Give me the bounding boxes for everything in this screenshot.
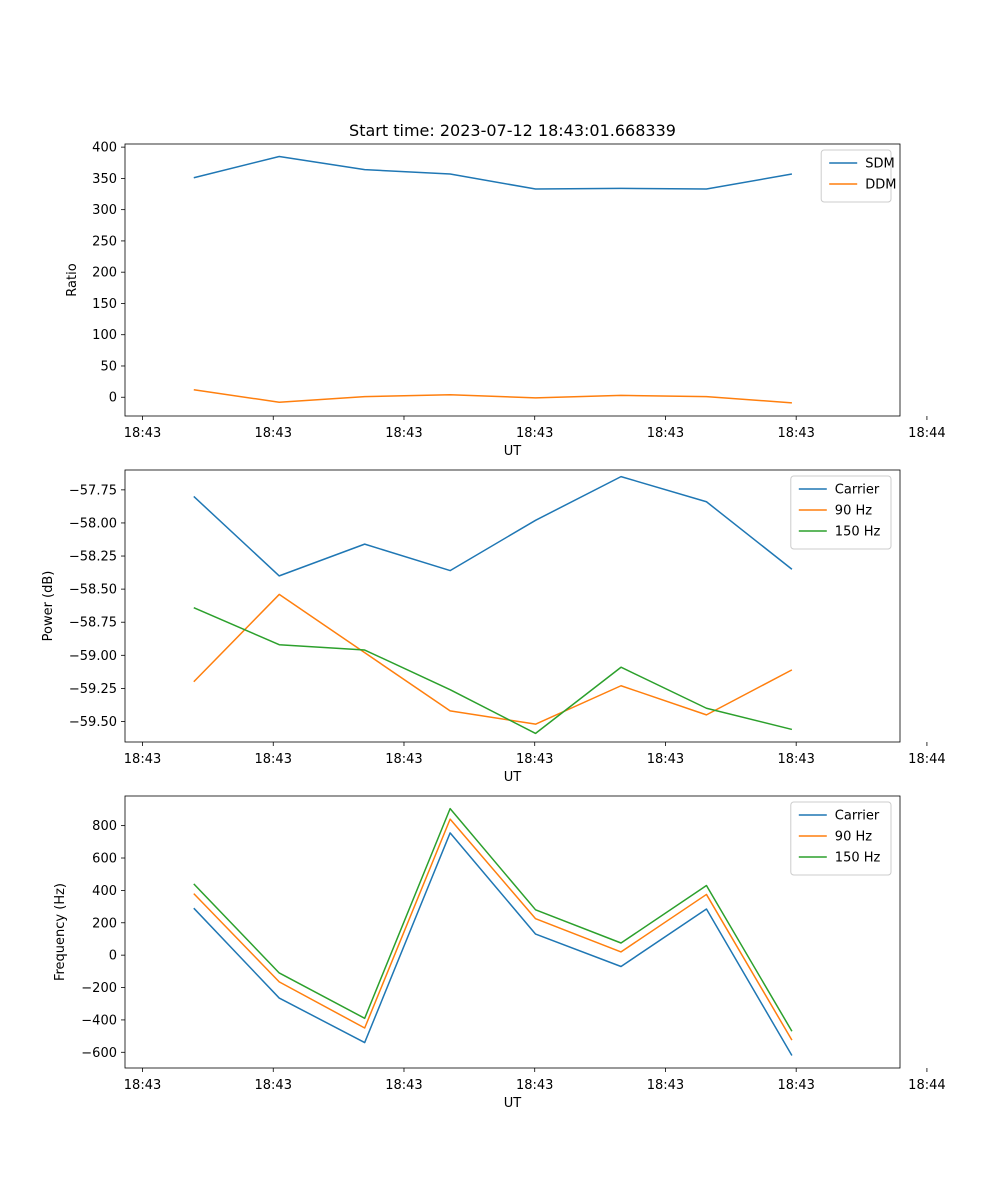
x-tick-label: 18:43: [777, 1078, 814, 1093]
axes-frame: [124, 469, 901, 743]
y-tick-label: 400: [92, 884, 117, 899]
x-tick-label: 18:43: [516, 1078, 553, 1093]
y-tick-label: −59.50: [69, 715, 117, 730]
ratio-chart: 18:43 18:43 18:43 18:43 18:43 18:43 18:44 0 50 10…: [65, 141, 946, 459]
y-tick-label: −200: [81, 981, 117, 996]
x-tick-label: 18:43: [385, 1078, 422, 1093]
y-tick-label: 100: [92, 328, 117, 343]
y-tick-label: 400: [92, 141, 117, 156]
legend: Carrier 90 Hz 150 Hz: [790, 801, 892, 876]
legend-label-carrier: Carrier: [835, 483, 880, 498]
x-tick-label: 18:43: [255, 426, 292, 441]
x-tick-label: 18:43: [385, 752, 422, 767]
power-chart: 18:43 18:43 18:43 18:43 18:43 18:43 18:44 −59.5…: [41, 469, 946, 785]
x-tick-label: 18:43: [124, 426, 161, 441]
x-tick-label: 18:43: [124, 1078, 161, 1093]
series-line-150-hz: [193, 807, 793, 1032]
x-tick-label: 18:44: [908, 426, 945, 441]
y-tick-label: −58.75: [69, 616, 117, 631]
x-tick-label: 18:43: [516, 752, 553, 767]
y-tick-label: 200: [92, 916, 117, 931]
x-tick-label: 18:43: [385, 426, 422, 441]
y-tick-label: 0: [109, 949, 117, 964]
series-line-150-hz: [193, 606, 793, 735]
x-tick-label: 18:44: [908, 1078, 945, 1093]
x-tick-label: 18:44: [908, 752, 945, 767]
axes-frame: [124, 143, 901, 417]
y-tick-label: 150: [92, 297, 117, 312]
y-tick-label: −58.25: [69, 550, 117, 565]
legend-label-90-hz: 90 Hz: [835, 830, 872, 845]
y-tick-label: −59.25: [69, 682, 117, 697]
x-axis-label: UT: [504, 770, 522, 785]
x-tick-label: 18:43: [516, 426, 553, 441]
y-axis-label: Ratio: [65, 263, 80, 296]
y-tick-label: 0: [109, 391, 117, 406]
x-axis-label: UT: [504, 444, 522, 459]
series-line-ddm: [193, 388, 792, 404]
y-tick-label: 250: [92, 234, 117, 249]
legend-label-sdm: SDM: [865, 157, 894, 172]
legend-label-150-hz: 150 Hz: [835, 851, 881, 866]
series-line-90-hz: [193, 818, 793, 1041]
y-tick-label: −59.00: [69, 649, 117, 664]
figure-title: Start time: 2023-07-12 18:43:01.668339: [349, 121, 676, 140]
y-axis-label: Frequency (Hz): [53, 883, 68, 981]
frequency-chart: 18:43 18:43 18:43 18:43 18:43 18:43 18:44 −600 −…: [53, 795, 946, 1111]
y-tick-label: 200: [92, 266, 117, 281]
series-line-sdm: [193, 155, 793, 190]
legend-label-150-hz: 150 Hz: [835, 525, 881, 540]
y-tick-label: 300: [92, 203, 117, 218]
y-tick-label: −58.00: [69, 516, 117, 531]
legend-label-carrier: Carrier: [835, 809, 880, 824]
x-axis-label: UT: [504, 1096, 522, 1111]
legend-label-ddm: DDM: [865, 178, 896, 193]
legend-label-90-hz: 90 Hz: [835, 504, 872, 519]
x-tick-label: 18:43: [255, 1078, 292, 1093]
y-tick-label: −58.50: [69, 583, 117, 598]
x-tick-label: 18:43: [124, 752, 161, 767]
series-line-carrier: [193, 475, 793, 577]
y-tick-label: −57.75: [69, 483, 117, 498]
legend: SDM DDM: [820, 149, 896, 203]
legend: Carrier 90 Hz 150 Hz: [790, 475, 892, 550]
y-tick-label: 350: [92, 172, 117, 187]
y-tick-label: 800: [92, 819, 117, 834]
x-tick-label: 18:43: [647, 426, 684, 441]
y-tick-label: 50: [100, 359, 117, 374]
x-tick-label: 18:43: [647, 752, 684, 767]
x-tick-label: 18:43: [777, 426, 814, 441]
x-tick-label: 18:43: [255, 752, 292, 767]
y-tick-label: 600: [92, 852, 117, 867]
y-tick-label: −600: [81, 1046, 117, 1061]
axes-frame: [124, 795, 901, 1069]
series-line-90-hz: [193, 593, 793, 725]
x-tick-label: 18:43: [777, 752, 814, 767]
y-axis-label: Power (dB): [41, 571, 56, 642]
y-tick-label: −400: [81, 1013, 117, 1028]
series-line-carrier: [193, 832, 793, 1056]
x-tick-label: 18:43: [647, 1078, 684, 1093]
